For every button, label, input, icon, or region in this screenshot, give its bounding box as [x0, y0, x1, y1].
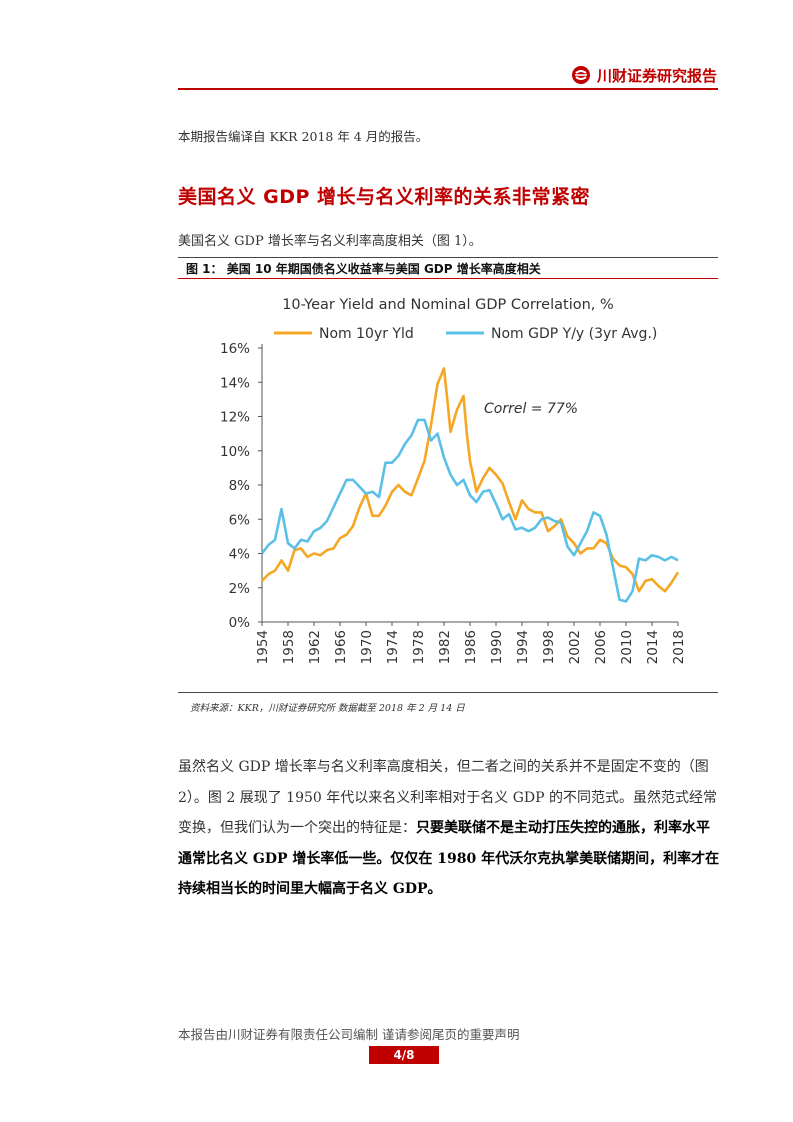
body-paragraph: 虽然名义 GDP 增长率与名义利率高度相关，但二者之间的关系并不是固定不变的（图…: [178, 752, 723, 905]
brand-name: 川财证券研究报告: [596, 66, 717, 85]
series-line-yield: [261, 367, 680, 593]
x-tick-label: 1962: [307, 630, 323, 664]
figure-source: 资料来源：KKR，川财证券研究所 数据截至 2018 年 2 月 14 日: [190, 703, 465, 714]
sichuan-securities-logo-icon: [571, 66, 590, 84]
lead-text: 美国名义 GDP 增长率与名义利率高度相关（图 1）。: [178, 234, 482, 249]
header-rule: [178, 88, 718, 90]
y-tick-label: 12%: [220, 410, 250, 426]
legend-label-gdp: Nom GDP Y/y (3yr Avg.): [491, 326, 657, 342]
intro-text: 本期报告编译自 KKR 2018 年 4 月的报告。: [178, 129, 429, 144]
y-tick-label: 8%: [229, 478, 251, 494]
legend-label-yield: Nom 10yr Yld: [319, 326, 414, 342]
correlation-chart: 10-Year Yield and Nominal GDP Correlatio…: [220, 297, 687, 664]
x-tick-label: 2018: [671, 630, 687, 664]
figure-top-rule: [178, 257, 718, 258]
y-tick-label: 4%: [229, 547, 251, 563]
chart-title: 10-Year Yield and Nominal GDP Correlatio…: [282, 297, 614, 313]
x-tick-label: 1970: [359, 630, 375, 664]
x-tick-label: 1990: [489, 630, 505, 664]
series-line-gdp: [260, 418, 679, 603]
section-title: 美国名义 GDP 增长与名义利率的关系非常紧密: [178, 186, 591, 208]
x-tick-label: 1974: [385, 630, 401, 664]
x-tick-label: 1966: [333, 630, 349, 664]
body-paragraph-bold: 只要美联储不是主动打压失控的通胀，利率水平通常比名义 GDP 增长率低一些。仅仅…: [178, 820, 720, 897]
page-number: 4/8: [369, 1046, 439, 1064]
y-tick-label: 16%: [220, 341, 250, 357]
x-tick-label: 2002: [567, 630, 583, 664]
y-tick-label: 0%: [229, 615, 251, 631]
x-tick-label: 1982: [437, 630, 453, 664]
x-tick-label: 1978: [411, 630, 427, 664]
x-tick-label: 1994: [515, 630, 531, 664]
figure-caption-rule: [178, 278, 718, 279]
x-tick-label: 1958: [281, 630, 297, 664]
x-tick-label: 2006: [593, 630, 609, 664]
x-tick-label: 1998: [541, 630, 557, 664]
y-tick-label: 6%: [229, 512, 251, 528]
y-tick-label: 10%: [220, 444, 250, 460]
footer-disclaimer: 本报告由川财证券有限责任公司编制 谨请参阅尾页的重要声明: [178, 1027, 520, 1042]
body-paragraph-normal: 虽然名义 GDP 增长率与名义利率高度相关，但二者之间的关系并不是固定不变的（图…: [178, 759, 717, 836]
x-tick-label: 2014: [645, 630, 661, 664]
x-tick-label: 1986: [463, 630, 479, 664]
y-tick-label: 2%: [229, 581, 251, 597]
x-tick-label: 1954: [255, 630, 271, 664]
figure-bottom-rule: [178, 692, 718, 693]
header-brand: 川财证券研究报告: [571, 64, 717, 86]
x-tick-label: 2010: [619, 630, 635, 664]
figure-caption: 图 1： 美国 10 年期国债名义收益率与美国 GDP 增长率高度相关: [186, 262, 541, 276]
y-tick-label: 14%: [220, 375, 250, 391]
chart-annotation: Correl = 77%: [484, 401, 578, 417]
